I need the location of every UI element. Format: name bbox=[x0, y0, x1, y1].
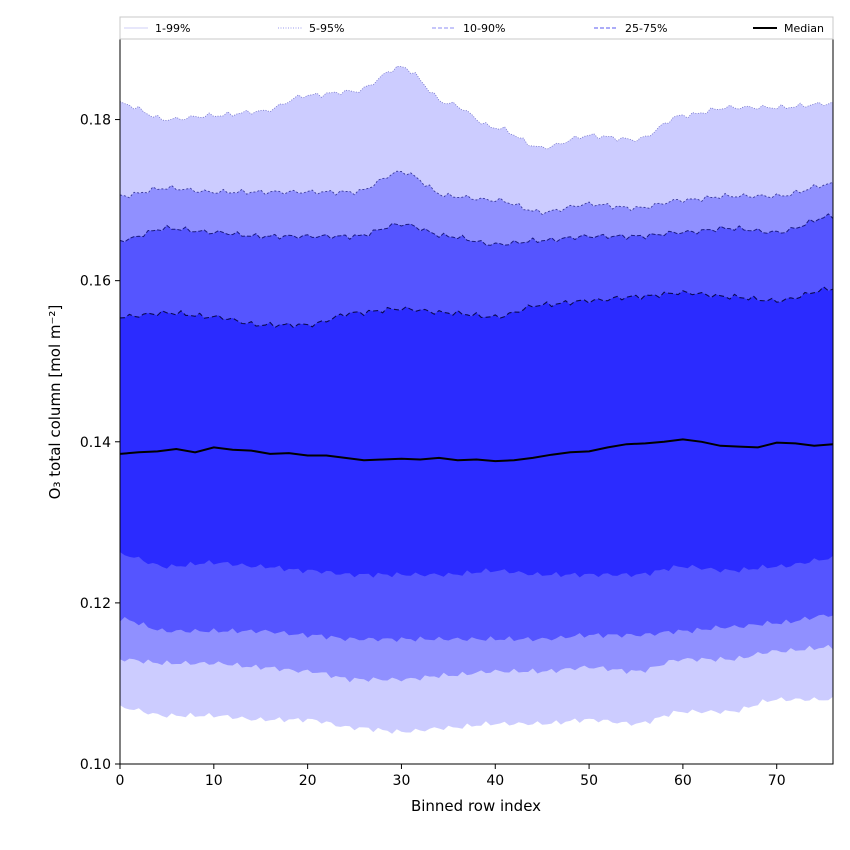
median-line bbox=[119, 438, 834, 463]
x-tick-label: 20 bbox=[299, 773, 317, 789]
legend-box bbox=[119, 16, 834, 40]
y-tick-label: 0.18 bbox=[80, 113, 111, 129]
legend: 1-99% 5-95% 10-90% 25-75% Median bbox=[119, 16, 834, 40]
band-25-75%-area bbox=[120, 286, 833, 578]
y-tick-label: 0.16 bbox=[80, 274, 111, 290]
percentile-bands bbox=[119, 65, 834, 734]
legend-label: 10-90% bbox=[463, 22, 505, 35]
x-tick-label: 0 bbox=[116, 773, 125, 789]
band-5-95%-upper-edge bbox=[119, 170, 834, 216]
y-tick-label: 0.10 bbox=[80, 757, 111, 773]
median-series bbox=[119, 438, 834, 463]
x-tick-label: 10 bbox=[205, 773, 223, 789]
y-tick-label: 0.14 bbox=[80, 435, 111, 451]
legend-label: 5-95% bbox=[309, 22, 344, 35]
legend-label: 1-99% bbox=[155, 22, 190, 35]
x-tick-label: 40 bbox=[486, 773, 504, 789]
band-10-90%-upper-edge bbox=[119, 213, 834, 246]
y-tick-label: 0.12 bbox=[80, 596, 111, 612]
y-axis-label: O₃ total column [mol m⁻²] bbox=[46, 305, 64, 500]
legend-label: 25-75% bbox=[625, 22, 667, 35]
x-axis-label: Binned row index bbox=[411, 797, 541, 815]
band-25-75%-upper-edge bbox=[119, 286, 834, 329]
x-tick-label: 30 bbox=[393, 773, 411, 789]
x-tick-label: 50 bbox=[580, 773, 598, 789]
band-1-99%-upper-edge bbox=[119, 65, 834, 150]
x-tick-label: 70 bbox=[768, 773, 786, 789]
legend-label: Median bbox=[784, 22, 824, 35]
x-tick-label: 60 bbox=[674, 773, 692, 789]
